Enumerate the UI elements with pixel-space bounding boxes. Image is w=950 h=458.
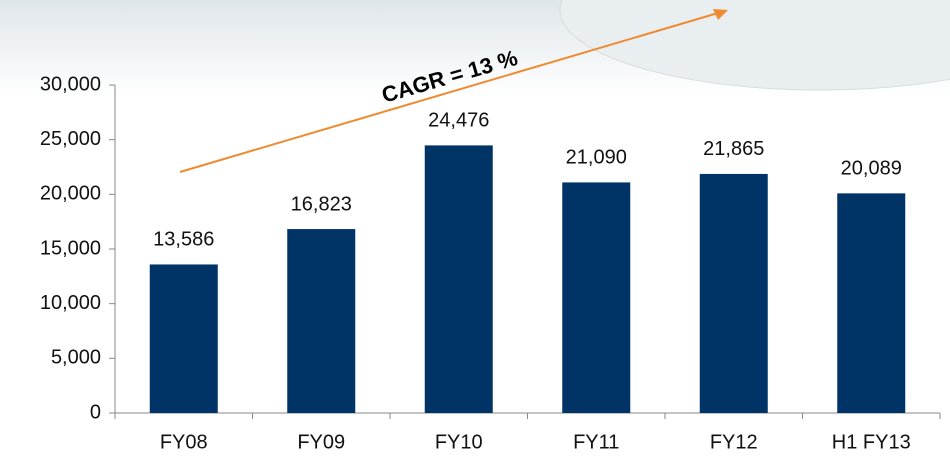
value-label: 21,865 — [703, 138, 764, 160]
x-tick-label: FY08 — [160, 431, 208, 453]
bar — [837, 193, 906, 413]
value-label: 13,586 — [153, 229, 214, 251]
cagr-arrowhead — [713, 9, 728, 20]
bar — [287, 229, 356, 413]
value-label: 20,089 — [841, 158, 902, 180]
value-label: 21,090 — [566, 147, 627, 169]
x-tick-label: H1 FY13 — [832, 431, 911, 453]
y-tick-label: 0 — [90, 401, 101, 423]
value-label: 24,476 — [428, 110, 489, 132]
y-tick-label: 5,000 — [51, 347, 101, 369]
cagr-arrow — [179, 12, 719, 173]
background-shape — [559, 0, 950, 91]
bar — [149, 264, 218, 413]
x-tick-label: FY12 — [710, 431, 758, 453]
y-tick-label: 10,000 — [40, 292, 101, 314]
bar — [562, 182, 631, 413]
x-tick-label: FY09 — [297, 431, 345, 453]
y-tick-label: 30,000 — [40, 73, 101, 95]
bar — [699, 173, 768, 413]
bar — [424, 145, 493, 413]
value-label: 16,823 — [291, 193, 352, 215]
y-tick-label: 20,000 — [40, 183, 101, 205]
y-tick-label: 15,000 — [40, 237, 101, 259]
x-tick-label: FY10 — [435, 431, 483, 453]
x-tick-label: FY11 — [573, 431, 619, 453]
y-tick-label: 25,000 — [40, 128, 101, 150]
